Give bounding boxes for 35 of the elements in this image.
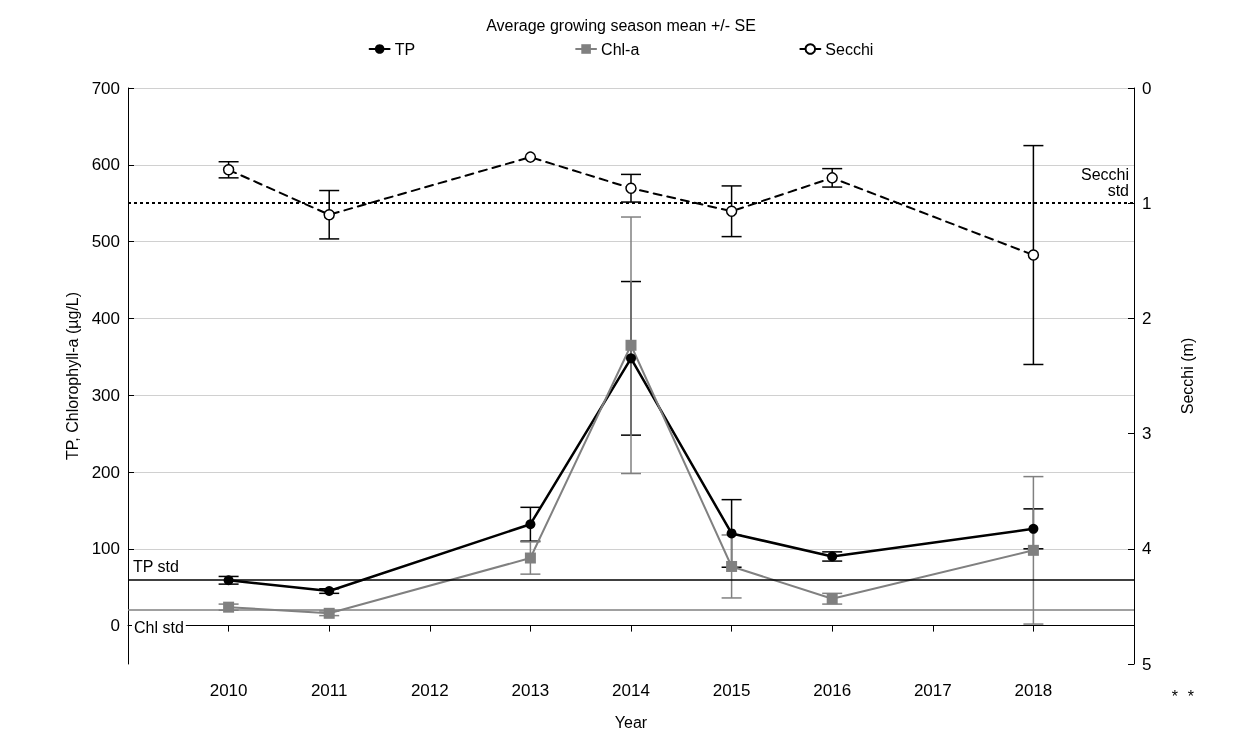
y-tick-label: 600 xyxy=(91,155,120,175)
y-axis-title: TP, Chlorophyll-a (µg/L) xyxy=(64,291,82,461)
legend-label: Secchi xyxy=(825,40,874,58)
x-tick-label: 2018 xyxy=(1014,681,1053,700)
ref-line-label: TP std xyxy=(133,558,179,576)
y2-tick-label: 1 xyxy=(1142,193,1152,213)
y2-tick-label: 0 xyxy=(1142,78,1152,98)
y2-tick-label: 5 xyxy=(1142,654,1152,674)
y2-axis-title: Secchi (m) xyxy=(1178,337,1196,415)
x-tick-label: 2012 xyxy=(410,681,449,700)
x-tick-label: 2010 xyxy=(209,681,248,700)
legend-title: Average growing season mean +/- SE xyxy=(486,16,756,34)
x-tick-label: 2015 xyxy=(712,681,751,700)
y-tick-label: 0 xyxy=(110,616,120,636)
y-tick-label: 400 xyxy=(91,308,120,328)
x-tick-label: 2016 xyxy=(813,681,852,700)
text: * xyxy=(1171,687,1179,705)
x-tick-label: 2011 xyxy=(310,681,348,700)
ref-line-label: Chl std xyxy=(134,618,184,636)
x-tick-label: 2017 xyxy=(913,681,952,700)
x-axis-title: Year xyxy=(614,713,648,731)
legend-label: Chl-a xyxy=(601,40,640,58)
y-tick-label: 500 xyxy=(91,232,120,252)
text: * xyxy=(1187,687,1195,705)
y2-tick-label: 4 xyxy=(1142,539,1152,559)
y-tick-label: 700 xyxy=(91,78,120,98)
y-tick-label: 200 xyxy=(91,462,120,482)
y-tick-label: 100 xyxy=(91,539,120,559)
x-tick-label: 2014 xyxy=(612,681,650,700)
y2-tick-label: 3 xyxy=(1142,424,1152,444)
ref-line-label: Secchi std xyxy=(1080,165,1129,199)
y-tick-label: 300 xyxy=(91,385,120,405)
legend-label: TP xyxy=(394,40,416,58)
x-tick-label: 2013 xyxy=(511,681,550,700)
y2-tick-label: 2 xyxy=(1142,308,1152,328)
